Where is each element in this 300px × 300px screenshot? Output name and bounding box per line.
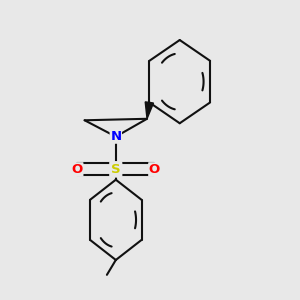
Text: O: O [149, 163, 160, 176]
Text: S: S [111, 163, 121, 176]
Text: S: S [111, 163, 121, 176]
Text: N: N [110, 130, 122, 143]
Polygon shape [145, 102, 154, 119]
Text: O: O [72, 163, 83, 176]
